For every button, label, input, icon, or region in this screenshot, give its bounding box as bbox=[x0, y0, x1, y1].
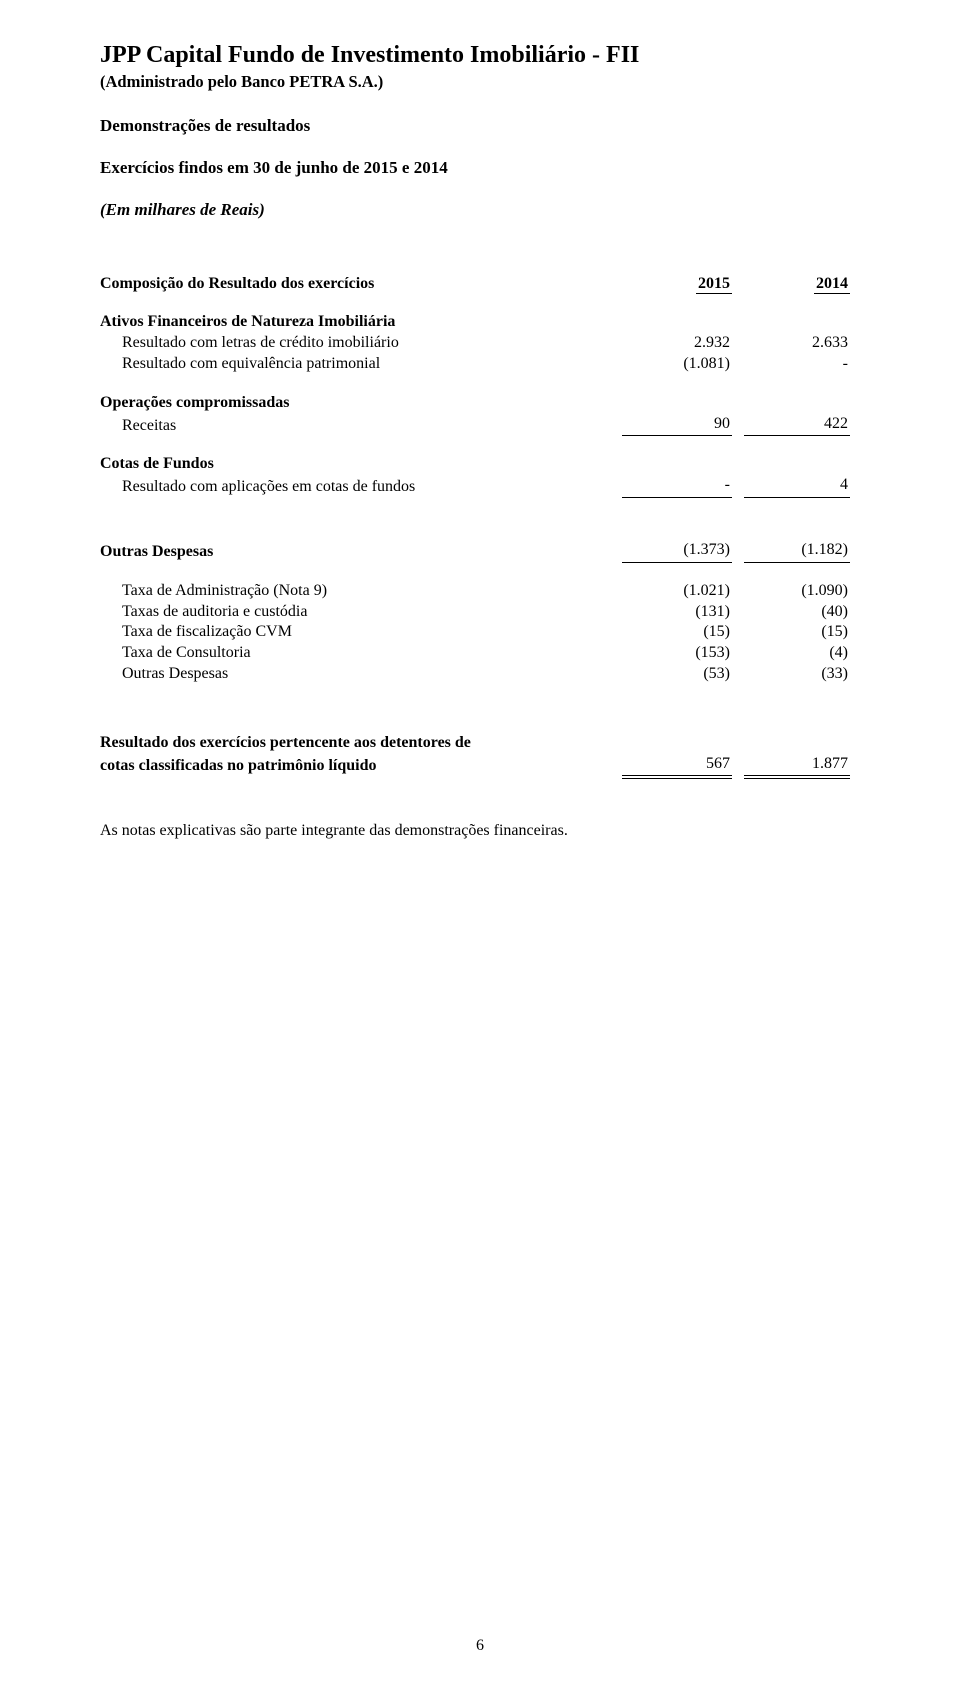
res-aplic-label: Resultado com aplicações em cotas de fun… bbox=[100, 477, 616, 498]
taxas-auditoria-label: Taxas de auditoria e custódia bbox=[100, 602, 616, 623]
page-number: 6 bbox=[0, 1637, 960, 1655]
outras-despesas-total-label: Outras Despesas bbox=[100, 542, 616, 563]
taxa-consultoria-label: Taxa de Consultoria bbox=[100, 643, 616, 664]
resultado-final-line1: Resultado dos exercícios pertencente aos… bbox=[100, 733, 616, 754]
receitas-y2: 422 bbox=[738, 414, 856, 437]
explanatory-note: As notas explicativas são parte integran… bbox=[100, 822, 856, 840]
taxa-consultoria-y2: (4) bbox=[738, 643, 856, 664]
outras-despesas-total-y1: (1.373) bbox=[616, 540, 738, 563]
table-row: Resultado com aplicações em cotas de fun… bbox=[100, 475, 856, 498]
table-row: Resultado com equivalência patrimonial (… bbox=[100, 354, 856, 375]
page-title: JPP Capital Fundo de Investimento Imobil… bbox=[100, 42, 856, 70]
res-credito-y2: 2.633 bbox=[738, 333, 856, 354]
ativos-header: Ativos Financeiros de Natureza Imobiliár… bbox=[100, 312, 616, 333]
table-row: Taxa de fiscalização CVM (15) (15) bbox=[100, 622, 856, 643]
res-credito-label: Resultado com letras de crédito imobiliá… bbox=[100, 333, 616, 354]
taxa-admin-label: Taxa de Administração (Nota 9) bbox=[100, 581, 616, 602]
taxa-admin-y1: (1.021) bbox=[616, 581, 738, 602]
taxa-fiscal-y1: (15) bbox=[616, 622, 738, 643]
res-equiv-label: Resultado com equivalência patrimonial bbox=[100, 354, 616, 375]
table-row: cotas classificadas no patrimônio líquid… bbox=[100, 754, 856, 777]
taxa-fiscal-label: Taxa de fiscalização CVM bbox=[100, 622, 616, 643]
taxas-auditoria-y2: (40) bbox=[738, 602, 856, 623]
col-year-1: 2015 bbox=[616, 274, 738, 295]
resultado-final-y1: 567 bbox=[616, 754, 738, 777]
administrator-line: (Administrado pelo Banco PETRA S.A.) bbox=[100, 72, 856, 92]
table-row: Ativos Financeiros de Natureza Imobiliár… bbox=[100, 312, 856, 333]
table-row: Operações compromissadas bbox=[100, 393, 856, 414]
res-equiv-y1: (1.081) bbox=[616, 354, 738, 375]
table-row: Resultado dos exercícios pertencente aos… bbox=[100, 733, 856, 754]
res-aplic-y1: - bbox=[616, 475, 738, 498]
unit-line: (Em milhares de Reais) bbox=[100, 200, 856, 220]
table-row: Receitas 90 422 bbox=[100, 414, 856, 437]
taxa-consultoria-y1: (153) bbox=[616, 643, 738, 664]
section-title: Demonstrações de resultados bbox=[100, 116, 856, 136]
receitas-y1: 90 bbox=[616, 414, 738, 437]
taxa-admin-y2: (1.090) bbox=[738, 581, 856, 602]
table-row: Resultado com letras de crédito imobiliá… bbox=[100, 333, 856, 354]
taxas-auditoria-y1: (131) bbox=[616, 602, 738, 623]
receitas-label: Receitas bbox=[100, 416, 616, 437]
outras-despesas-item-y2: (33) bbox=[738, 664, 856, 685]
col-year-2: 2014 bbox=[738, 274, 856, 295]
res-aplic-y2: 4 bbox=[738, 475, 856, 498]
res-equiv-y2: - bbox=[738, 354, 856, 375]
period-line: Exercícios findos em 30 de junho de 2015… bbox=[100, 158, 856, 178]
res-credito-y1: 2.932 bbox=[616, 333, 738, 354]
table-row: Cotas de Fundos bbox=[100, 454, 856, 475]
results-table: Composição do Resultado dos exercícios 2… bbox=[100, 274, 856, 777]
composition-label: Composição do Resultado dos exercícios bbox=[100, 274, 616, 295]
table-row: Outras Despesas (53) (33) bbox=[100, 664, 856, 685]
outras-despesas-item-y1: (53) bbox=[616, 664, 738, 685]
cotas-header: Cotas de Fundos bbox=[100, 454, 616, 475]
taxa-fiscal-y2: (15) bbox=[738, 622, 856, 643]
table-row: Taxas de auditoria e custódia (131) (40) bbox=[100, 602, 856, 623]
page: JPP Capital Fundo de Investimento Imobil… bbox=[0, 0, 960, 1691]
outras-despesas-total-y2: (1.182) bbox=[738, 540, 856, 563]
table-row: Taxa de Administração (Nota 9) (1.021) (… bbox=[100, 581, 856, 602]
outras-despesas-item-label: Outras Despesas bbox=[100, 664, 616, 685]
operacoes-header: Operações compromissadas bbox=[100, 393, 616, 414]
table-row: Outras Despesas (1.373) (1.182) bbox=[100, 540, 856, 563]
table-row: Taxa de Consultoria (153) (4) bbox=[100, 643, 856, 664]
table-header-row: Composição do Resultado dos exercícios 2… bbox=[100, 274, 856, 295]
resultado-final-y2: 1.877 bbox=[738, 754, 856, 777]
resultado-final-line2: cotas classificadas no patrimônio líquid… bbox=[100, 756, 616, 777]
